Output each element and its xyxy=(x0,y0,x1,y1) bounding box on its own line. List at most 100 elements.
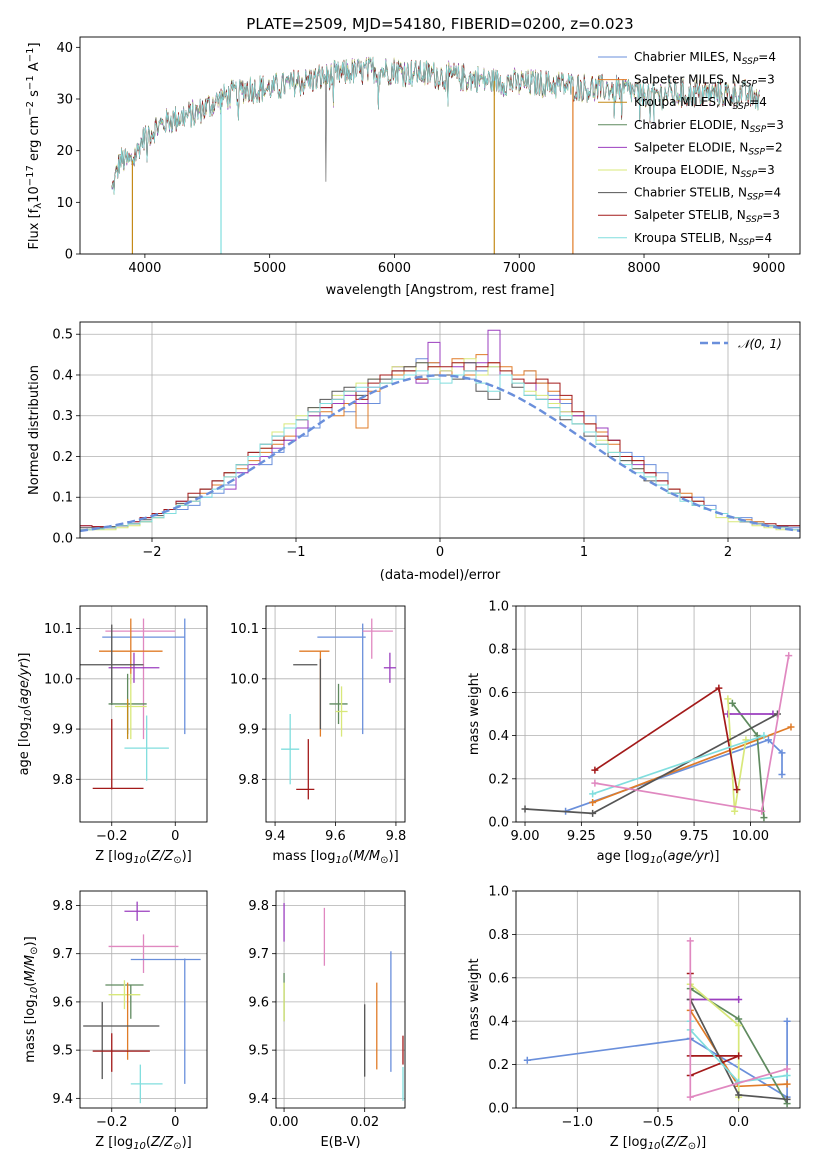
legend-sub: SSP xyxy=(738,238,755,248)
label-part: mass weight xyxy=(467,673,482,755)
y-tick-label: 9.6 xyxy=(52,995,73,1010)
label-part: mass [log xyxy=(272,849,335,864)
label-part: ( xyxy=(348,849,353,864)
mw-marker xyxy=(733,786,741,794)
x-tick-label: −0.2 xyxy=(96,1115,128,1130)
mass-vs-ebv-panel: 0.00 0.02 9.4 9.5 9.6 9.7 9.8 E(B-V) xyxy=(248,890,406,1150)
y-tick-label: 9.4 xyxy=(52,1092,73,1107)
legend-text: Kroupa ELODIE, N xyxy=(634,163,741,177)
x-axis-label: Z [log10(Z/Z⊙)] xyxy=(95,849,192,866)
y-tick-label: 1.0 xyxy=(488,600,509,615)
legend-sub: SSP xyxy=(733,102,750,112)
y-tick-label: 10.1 xyxy=(44,622,73,637)
hist-ylabel: Normed distribution xyxy=(27,365,42,495)
legend-label: 𝒩(0, 1) xyxy=(738,337,782,351)
label-part: ( xyxy=(663,849,668,864)
label-part: erg cm xyxy=(27,116,42,165)
label-part: −17 xyxy=(25,165,36,186)
mw-marker xyxy=(735,1052,743,1060)
label-script: ⊙ xyxy=(688,1141,696,1152)
axes-frame xyxy=(515,605,801,823)
x-tick-label: 0 xyxy=(171,1115,179,1130)
mw-marker xyxy=(591,779,599,787)
mw-marker xyxy=(728,699,736,707)
label-part: Flux [f xyxy=(27,208,42,249)
y-axis-label: mass [log10(M/M⊙)] xyxy=(23,936,40,1062)
mw-marker xyxy=(589,799,597,807)
mw-marker xyxy=(523,1056,531,1064)
label-part: Z/Z xyxy=(150,849,174,864)
label-part: −2 xyxy=(25,101,36,116)
legend-count: =3 xyxy=(762,208,780,222)
label-part: λ xyxy=(33,203,44,209)
legend-label: Salpeter MILES, NSSP=3 xyxy=(634,73,775,90)
label-part: Z [log xyxy=(610,1135,648,1150)
y-tick-label: 0.0 xyxy=(52,532,73,547)
x-tick-label: 0.0 xyxy=(728,1115,749,1130)
label-part: ( xyxy=(146,1135,151,1150)
label-part: age [log xyxy=(597,849,650,864)
legend-sub: SSP xyxy=(741,80,758,90)
label-part: Z/Z xyxy=(665,1135,689,1150)
spectrum-ylabel: Flux [fλ10−17 erg cm−2 s−1 A−1] xyxy=(25,42,44,249)
legend-text: Salpeter ELODIE, N xyxy=(634,140,748,154)
x-tick-label: 0.00 xyxy=(270,1115,299,1130)
y-tick-label: 9.6 xyxy=(248,995,269,1010)
legend-count: =3 xyxy=(766,118,784,132)
legend-sub: SSP xyxy=(741,170,758,180)
mw-line-1 xyxy=(565,738,783,813)
mw-line-8 xyxy=(592,734,765,795)
x-tick-label: 9.4 xyxy=(265,829,286,844)
label-part: M/M xyxy=(353,849,380,864)
legend-label: Salpeter STELIB, NSSP=3 xyxy=(634,208,780,225)
x-tick-label: 0 xyxy=(171,829,179,844)
label-part: s xyxy=(27,90,42,101)
mw-line-6 xyxy=(524,713,778,815)
y-tick-label: 9.9 xyxy=(52,723,73,738)
x-tick-label: 9.50 xyxy=(623,829,652,844)
label-part: )] xyxy=(389,849,399,864)
x-tick-label: −1 xyxy=(286,545,305,560)
y-tick-label: 10.0 xyxy=(230,672,259,687)
y-tick-label: 9.7 xyxy=(52,947,73,962)
y-tick-label: 0 xyxy=(65,248,73,263)
age-vs-mass-panel: 9.4 9.6 9.8 9.8 9.9 10.0 10.1 mass [log10(M/M⊙)… xyxy=(230,605,406,866)
mw-line-9 xyxy=(594,655,790,813)
legend-sub: SSP xyxy=(750,125,767,135)
plot-area xyxy=(281,618,396,800)
x-axis-label: Z [log10(Z/Z⊙)] xyxy=(95,1135,192,1152)
x-tick-label: 10.00 xyxy=(732,829,769,844)
y-tick-label: 0.4 xyxy=(488,1015,509,1030)
label-part: −1 xyxy=(25,75,36,90)
label-part: Z [log xyxy=(95,849,133,864)
mw-marker xyxy=(735,1091,743,1099)
mw-marker xyxy=(787,723,795,731)
mw-marker xyxy=(591,766,599,774)
mw-marker xyxy=(783,1071,791,1079)
y-tick-label: 0.2 xyxy=(488,1058,509,1073)
x-tick-label: −1.0 xyxy=(562,1115,594,1130)
x-tick-label: −0.5 xyxy=(642,1115,674,1130)
x-tick-label: 5000 xyxy=(253,261,286,276)
legend-text: Kroupa STELIB, N xyxy=(634,231,738,245)
y-tick-label: 9.8 xyxy=(238,773,259,788)
x-tick-label: 1 xyxy=(580,545,588,560)
label-part: )] xyxy=(17,653,32,663)
axes-frame xyxy=(79,890,208,1109)
y-tick-label: 0.0 xyxy=(488,816,509,831)
x-tick-label: 6000 xyxy=(378,261,411,276)
mw-marker xyxy=(778,749,786,757)
mw-marker xyxy=(735,996,743,1003)
x-axis-label: mass [log10(M/M⊙)] xyxy=(272,849,398,866)
mw-marker xyxy=(735,1015,743,1023)
mw-marker xyxy=(715,684,723,692)
y-tick-label: 10.0 xyxy=(44,672,73,687)
legend-count: =4 xyxy=(749,95,767,109)
y-axis-label: mass weight xyxy=(467,673,482,755)
y-tick-label: 0.8 xyxy=(488,643,509,658)
legend-count: =4 xyxy=(764,186,782,200)
mw-marker xyxy=(589,809,597,817)
mw-marker xyxy=(783,1080,791,1088)
legend-sub: SSP xyxy=(747,193,764,203)
